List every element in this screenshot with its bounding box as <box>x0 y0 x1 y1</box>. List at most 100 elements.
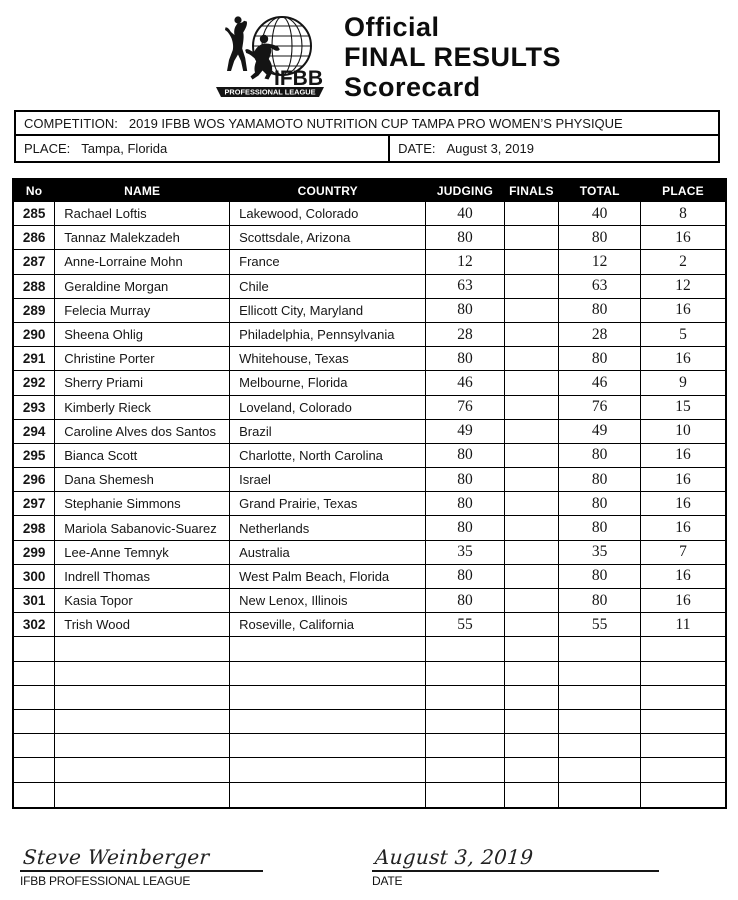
cell-judging: 12 <box>426 250 505 274</box>
cell-total: 80 <box>559 443 642 468</box>
cell-name: Sherry Priami <box>55 371 231 395</box>
cell-place <box>641 710 725 733</box>
place-date-row: PLACE: Tampa, Florida DATE: August 3, 20… <box>16 136 718 161</box>
cell-country: Brazil <box>230 419 427 443</box>
cell-finals <box>505 443 560 468</box>
cell-no <box>14 709 56 734</box>
cell-country: New Lenox, Illinois <box>230 589 427 613</box>
cell-finals <box>505 516 560 540</box>
cell-name <box>55 734 231 758</box>
male-figure-icon <box>245 34 280 80</box>
cell-total: 63 <box>559 274 642 298</box>
cell-finals <box>505 347 560 371</box>
female-figure-icon <box>225 16 248 71</box>
cell-place <box>641 758 725 781</box>
cell-finals <box>505 613 560 637</box>
cell-place: 8 <box>679 204 687 222</box>
cell-total <box>559 637 642 661</box>
cell-no: 286 <box>14 226 56 250</box>
table-row: 297 Stephanie Simmons Grand Prairie, Texas… <box>14 492 725 517</box>
cell-no <box>14 661 56 685</box>
cell-total: 46 <box>559 371 642 395</box>
cell-country: Scottsdale, Arizona <box>230 226 427 250</box>
cell-finals <box>505 322 560 347</box>
cell-judging: 49 <box>426 419 505 443</box>
title-line-2: FINAL RESULTS <box>344 42 562 72</box>
table-row: 288 Geraldine Morgan Chile 63 63 12 <box>14 274 725 299</box>
table-row: 301 Kasia Topor New Lenox, Illinois 80 80 16 <box>14 589 725 614</box>
table-row: 287 Anne-Lorraine Mohn France 12 12 2 <box>14 250 725 275</box>
cell-no: 302 <box>14 613 56 637</box>
cell-name: Dana Shemesh <box>55 468 231 492</box>
cell-finals <box>505 564 560 588</box>
place-cell: PLACE: Tampa, Florida <box>16 136 391 161</box>
cell-country <box>230 758 427 782</box>
cell-name <box>55 685 231 709</box>
cell-judging: 80 <box>426 468 505 492</box>
cell-place: 5 <box>679 325 687 343</box>
cell-total: 49 <box>559 419 642 443</box>
cell-place: 15 <box>675 398 691 416</box>
cell-name <box>55 637 231 661</box>
empty-table-row <box>14 685 725 710</box>
cell-country: Grand Prairie, Texas <box>230 492 427 516</box>
cell-judging: 80 <box>426 298 505 322</box>
cell-place: 16 <box>675 591 691 609</box>
cell-no: 292 <box>14 371 56 395</box>
cell-no: 287 <box>14 250 56 274</box>
cell-finals <box>505 782 560 807</box>
cell-no: 300 <box>14 564 56 588</box>
column-header-judging: JUDGING <box>426 180 505 202</box>
cell-judging: 80 <box>426 492 505 516</box>
cell-finals <box>505 685 560 709</box>
table-row: 302 Trish Wood Roseville, California 55 55 11 <box>14 613 725 638</box>
column-header-total: TOTAL <box>559 180 642 202</box>
scorecard-title: Official FINAL RESULTS Scorecard <box>344 8 561 102</box>
cell-finals <box>505 202 560 226</box>
table-row: 291 Christine Porter Whitehouse, Texas 80 80… <box>14 347 725 372</box>
cell-judging <box>426 709 505 734</box>
cell-total: 80 <box>559 226 642 250</box>
cell-place <box>641 686 725 709</box>
cell-no: 285 <box>14 202 56 226</box>
cell-finals <box>505 540 560 564</box>
cell-place: 2 <box>679 252 687 270</box>
cell-total: 12 <box>559 250 642 274</box>
table-row: 290 Sheena Ohlig Philadelphia, Pennsylvani… <box>14 322 725 348</box>
column-header-place: PLACE <box>662 184 704 198</box>
date-cell: DATE: August 3, 2019 <box>390 136 718 161</box>
place-value: Tampa, Florida <box>81 141 168 156</box>
cell-total <box>559 758 642 782</box>
cell-judging <box>426 734 505 758</box>
cell-finals <box>505 637 560 661</box>
cell-name: Trish Wood <box>55 613 231 637</box>
cell-total <box>559 661 642 685</box>
empty-table-row <box>14 661 725 686</box>
cell-name: Lee-Anne Temnyk <box>55 540 231 564</box>
cell-total: 80 <box>559 516 642 540</box>
cell-total <box>559 709 642 734</box>
cell-no: 295 <box>14 443 56 468</box>
cell-country: Philadelphia, Pennsylvania <box>230 322 427 347</box>
cell-country: Lakewood, Colorado <box>230 202 427 226</box>
cell-no: 291 <box>14 347 56 371</box>
cell-no: 290 <box>14 322 56 347</box>
cell-judging: 35 <box>426 540 505 564</box>
cell-place: 12 <box>675 277 691 295</box>
cell-country: Roseville, California <box>230 613 427 637</box>
cell-country <box>230 637 427 661</box>
cell-name: Anne-Lorraine Mohn <box>55 250 231 274</box>
cell-no: 297 <box>14 492 56 516</box>
signature-label: IFBB PROFESSIONAL LEAGUE <box>20 874 191 888</box>
cell-name: Indrell Thomas <box>55 564 231 588</box>
cell-name: Caroline Alves dos Santos <box>55 419 231 443</box>
cell-country: France <box>230 250 427 274</box>
cell-place <box>641 734 725 757</box>
cell-name: Felecia Murray <box>55 298 231 322</box>
empty-table-row <box>14 782 725 807</box>
title-line-3: Scorecard <box>344 72 481 102</box>
table-row: 300 Indrell Thomas West Palm Beach, Florid… <box>14 564 725 589</box>
cell-name: Tannaz Malekzadeh <box>55 226 231 250</box>
cell-place: 16 <box>675 470 691 488</box>
cell-place: 16 <box>675 228 691 246</box>
